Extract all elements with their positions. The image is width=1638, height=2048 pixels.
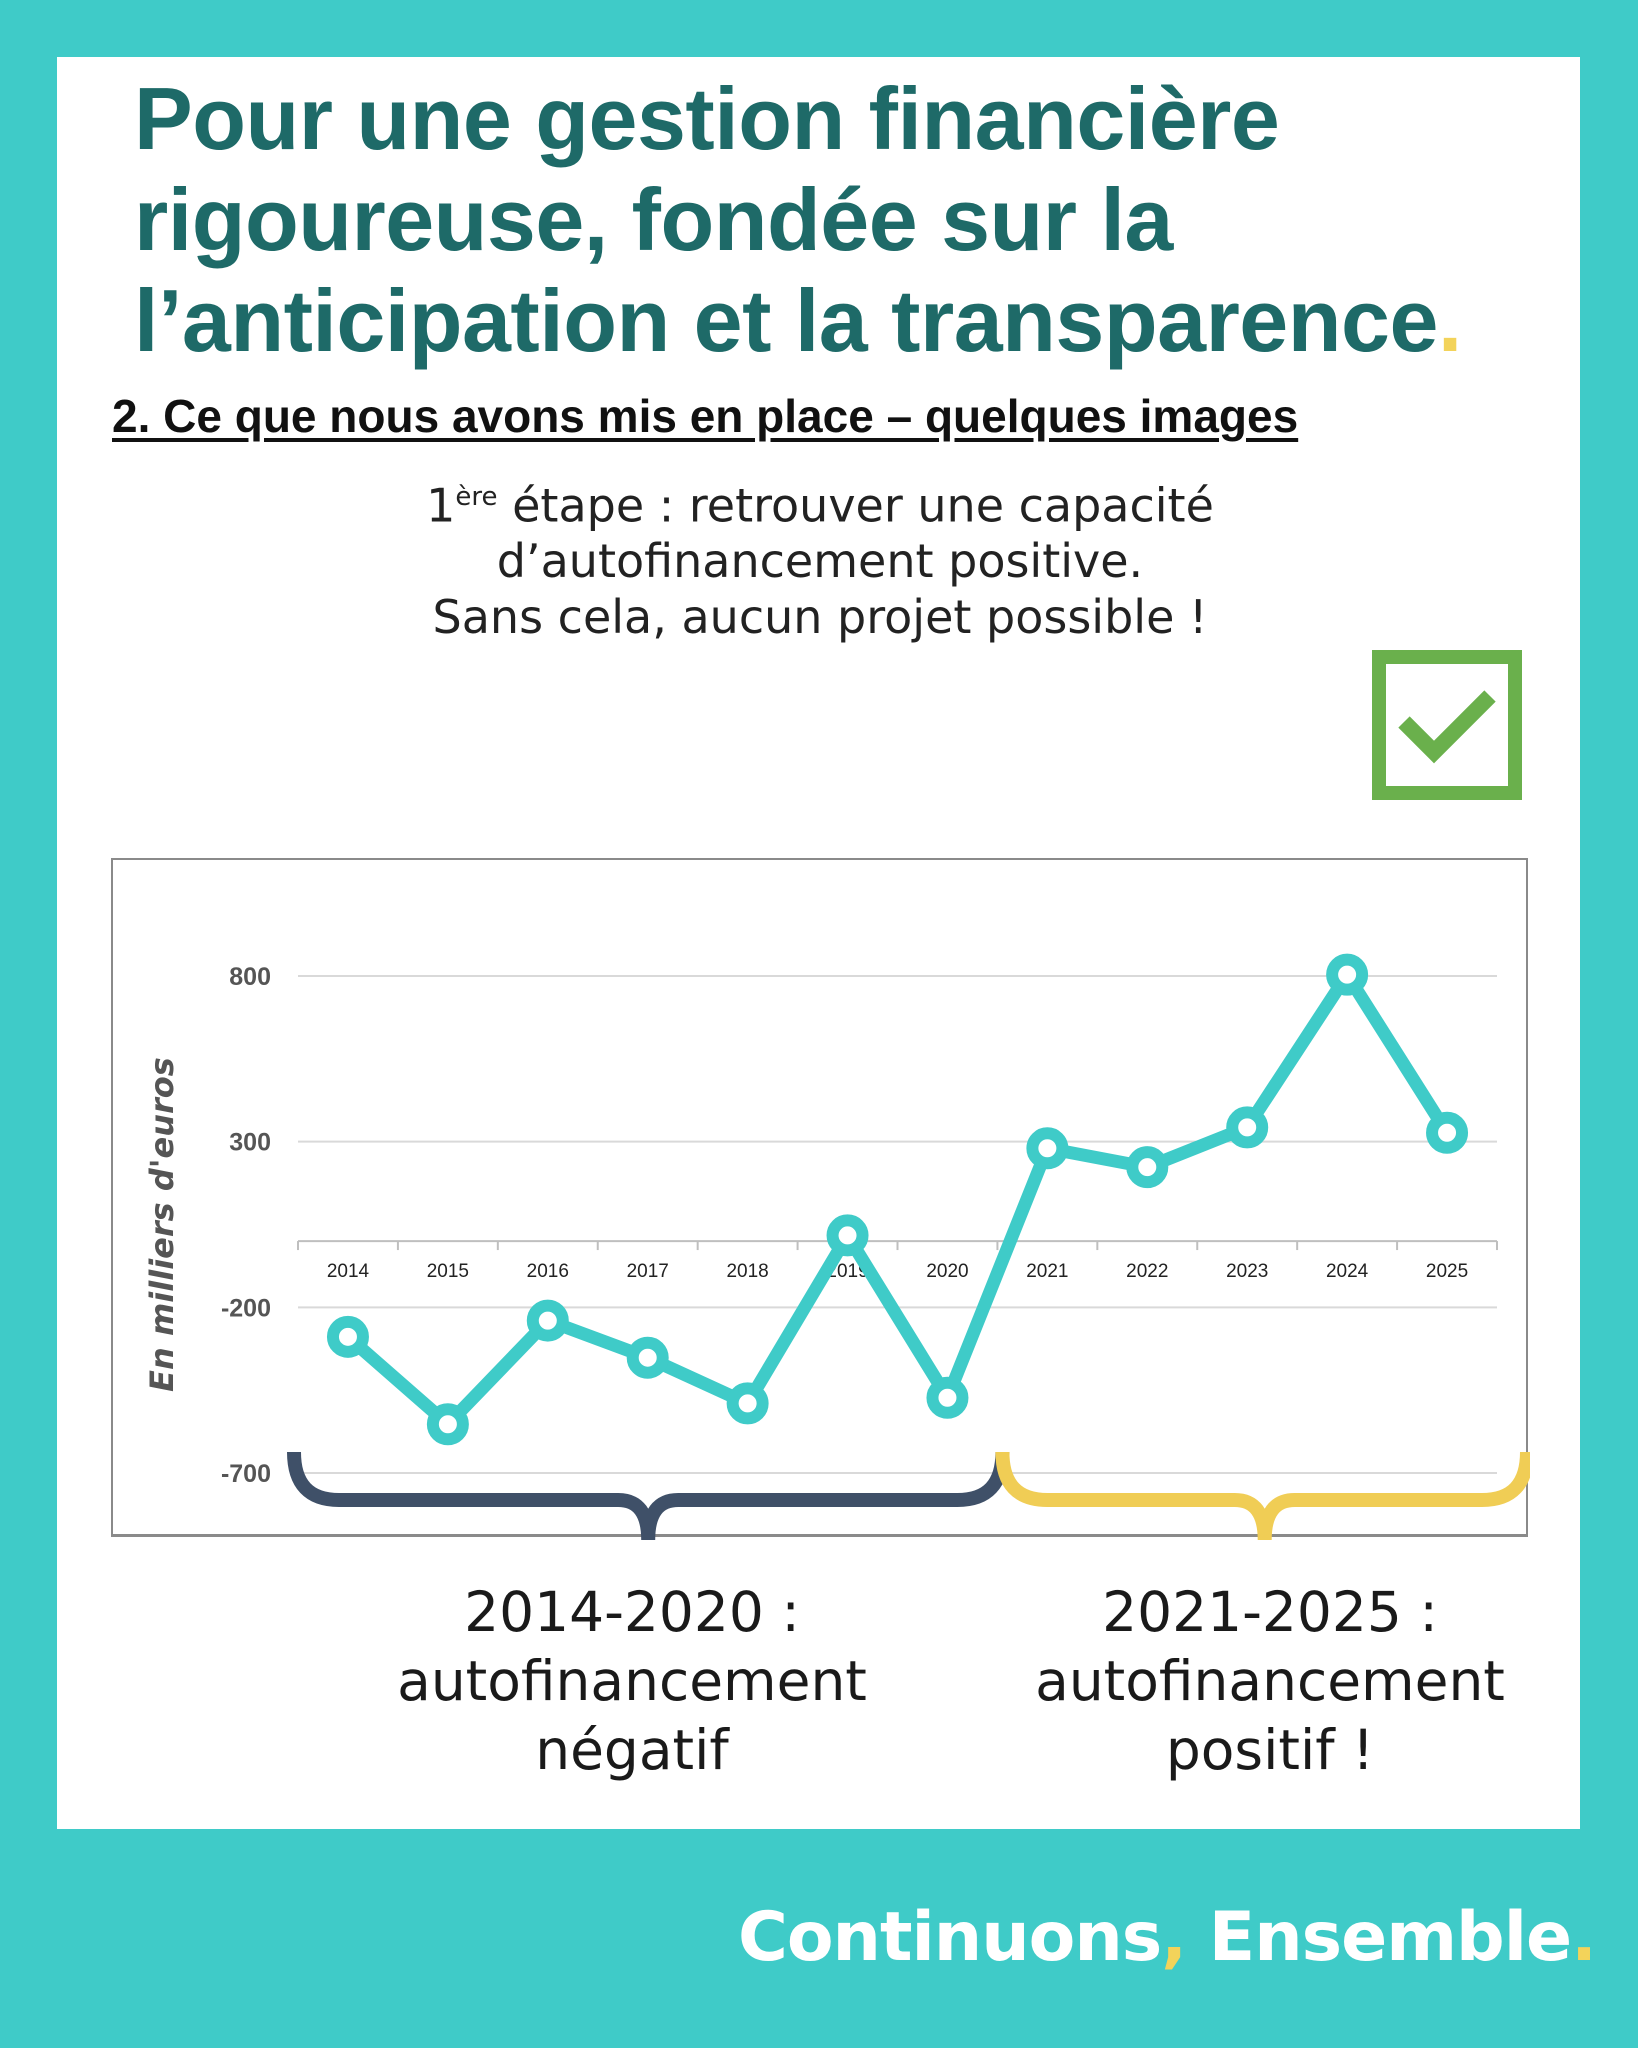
x-tick-label: 2021 (1026, 1261, 1068, 1282)
data-point-2014 (326, 1315, 369, 1358)
x-tick-label: 2024 (1326, 1261, 1369, 1282)
checkbox-checked-icon (1372, 650, 1522, 800)
period-label-positive: 2021-2025 : autofinancement positif ! (1035, 1580, 1505, 1782)
line-chart: 800 300 -200 -700 En milliers d'euros 2014 201… (143, 953, 1530, 1541)
x-tick-label: 2022 (1126, 1261, 1168, 1282)
data-point-2017 (626, 1336, 669, 1379)
data-point-2022 (1126, 1146, 1169, 1189)
period-label-negative: 2014-2020 : autofinancement négatif (397, 1580, 867, 1782)
x-tick-label: 2019 (826, 1261, 868, 1282)
x-tick-label: 2023 (1226, 1261, 1268, 1282)
bracket-2021-2025 (995, 1451, 1530, 1541)
x-tick-label: 2020 (926, 1261, 968, 1282)
data-point-2015 (426, 1403, 469, 1446)
header-section: Pour une gestion financière rigoureuse, … (112, 68, 1562, 645)
data-point-2023 (1226, 1106, 1269, 1149)
page-title: Pour une gestion financière rigoureuse, … (134, 69, 1462, 370)
series-line (343, 968, 1453, 1431)
data-point-2020 (926, 1376, 969, 1419)
data-point-2025 (1426, 1111, 1469, 1154)
y-tick-label: -200 (221, 1294, 271, 1322)
data-point-2016 (526, 1299, 569, 1342)
section-subtitle: 2. Ce que nous avons mis en place – quel… (112, 390, 1299, 442)
x-tick-label: 2018 (726, 1261, 768, 1282)
x-tick-label: 2015 (427, 1261, 469, 1282)
y-axis-title: En milliers d'euros (143, 1057, 181, 1392)
data-point-2021 (1026, 1127, 1069, 1170)
y-tick-label: 300 (229, 1129, 271, 1157)
x-tick-label: 2017 (627, 1261, 669, 1282)
chart-frame: 800 300 -200 -700 En milliers d'euros 2014 201… (111, 858, 1530, 1541)
slogan-logo: Continuons, Ensemble. (737, 1898, 1597, 1977)
data-point-2024 (1326, 953, 1369, 996)
data-point-2018 (726, 1382, 769, 1425)
x-tick-label: 2025 (1426, 1261, 1468, 1282)
y-tick-label: -700 (221, 1460, 271, 1488)
x-tick-label: 2016 (527, 1261, 569, 1282)
bracket-2014-2020 (287, 1451, 1010, 1541)
intro-text: 1ère étape : retrouver une capacité d’au… (426, 478, 1214, 645)
y-tick-label: 800 (229, 963, 271, 991)
x-tick-label: 2014 (327, 1261, 370, 1282)
data-point-2019 (826, 1214, 869, 1257)
